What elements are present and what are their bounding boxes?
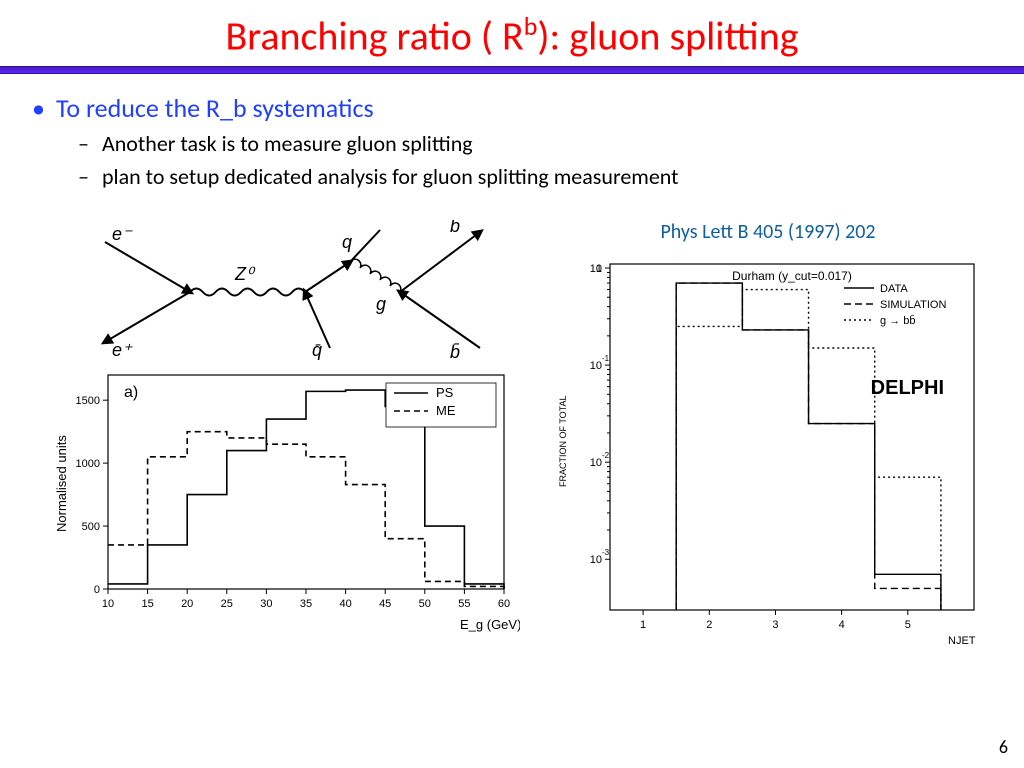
title-prefix: Branching ratio ( R — [225, 11, 523, 60]
svg-text:FRACTION OF TOTAL: FRACTION OF TOTAL — [558, 396, 568, 488]
svg-text:10: 10 — [590, 457, 602, 469]
svg-text:500: 500 — [82, 521, 100, 533]
svg-text:g: g — [376, 294, 386, 314]
svg-text:Normalised units: Normalised units — [54, 435, 69, 532]
bullet-main: To reduce the R_b systematics — [56, 92, 984, 124]
svg-text:NJET: NJET — [948, 635, 976, 647]
svg-text:25: 25 — [221, 598, 233, 610]
svg-text:e⁺: e⁺ — [112, 340, 133, 360]
svg-text:SIMULATION: SIMULATION — [880, 299, 946, 311]
citation-text: Phys Lett B 405 (1997) 202 — [548, 220, 988, 244]
svg-text:1500: 1500 — [76, 396, 100, 408]
svg-text:PS: PS — [436, 385, 454, 400]
svg-text:q: q — [342, 232, 352, 252]
title-suffix: ): gluon splitting — [537, 11, 798, 60]
svg-text:1: 1 — [640, 619, 646, 631]
page-number: 6 — [999, 736, 1008, 758]
svg-text:1: 1 — [596, 263, 602, 275]
content-area: To reduce the R_b systematics Another ta… — [0, 74, 1024, 190]
title-sup: b — [524, 10, 538, 42]
svg-text:50: 50 — [419, 598, 431, 610]
svg-text:4: 4 — [839, 619, 845, 631]
svg-text:q̄: q̄ — [312, 340, 322, 360]
left-figure-column: e⁻ e⁺ Z⁰ q q̄ g b b̄ 10 15 20 25 30 35 40 45 50 55 60 0 500… — [50, 220, 520, 655]
right-figure-column: Phys Lett B 405 (1997) 202 1234510-310-2… — [548, 220, 988, 655]
page-title: Branching ratio ( Rb): gluon splitting — [0, 0, 1024, 66]
svg-text:35: 35 — [300, 598, 312, 610]
svg-text:ME: ME — [436, 403, 456, 418]
feynman-diagram: e⁻ e⁺ Z⁰ q q̄ g b b̄ — [50, 220, 520, 360]
svg-text:1000: 1000 — [76, 458, 100, 470]
svg-text:b̄: b̄ — [450, 342, 460, 360]
svg-text:Durham (y_cut=0.017): Durham (y_cut=0.017) — [732, 269, 852, 283]
svg-text:45: 45 — [379, 598, 391, 610]
svg-text:DELPHI: DELPHI — [871, 377, 944, 399]
sub-bullet: Another task is to measure gluon splitti… — [102, 130, 984, 157]
svg-text:5: 5 — [905, 619, 911, 631]
svg-text:0: 0 — [94, 584, 100, 596]
svg-text:10: 10 — [590, 360, 602, 372]
figures-row: e⁻e⁺Z⁰qq̄gbb̄ 10152025303540455055600500… — [0, 220, 1024, 655]
svg-text:-2: -2 — [602, 451, 610, 460]
svg-text:20: 20 — [181, 598, 193, 610]
svg-text:60: 60 — [498, 598, 510, 610]
svg-text:30: 30 — [260, 598, 272, 610]
svg-text:e⁻: e⁻ — [112, 224, 133, 244]
svg-text:10: 10 — [102, 598, 114, 610]
svg-text:15: 15 — [141, 598, 153, 610]
svg-text:40: 40 — [339, 598, 351, 610]
histogram-njet: 1234510-310-210-1101Durham (y_cut=0.017)… — [548, 250, 988, 650]
svg-text:Z⁰: Z⁰ — [234, 264, 256, 284]
svg-text:-3: -3 — [602, 549, 610, 558]
svg-text:10: 10 — [590, 555, 602, 567]
svg-text:a): a) — [124, 384, 138, 401]
svg-text:g → bb̄: g → bb̄ — [880, 315, 915, 328]
svg-text:DATA: DATA — [880, 283, 908, 295]
svg-text:3: 3 — [772, 619, 778, 631]
svg-text:2: 2 — [706, 619, 712, 631]
svg-text:b: b — [450, 220, 460, 236]
sub-bullet: plan to setup dedicated analysis for glu… — [102, 163, 984, 190]
divider-band — [0, 66, 1024, 74]
svg-text:-1: -1 — [602, 354, 610, 363]
histogram-energy: 10 15 20 25 30 35 40 45 50 55 60 0 500 1000 1500 a) E_g … — [50, 365, 520, 635]
svg-text:E_g (GeV): E_g (GeV) — [460, 617, 520, 632]
svg-text:55: 55 — [458, 598, 470, 610]
